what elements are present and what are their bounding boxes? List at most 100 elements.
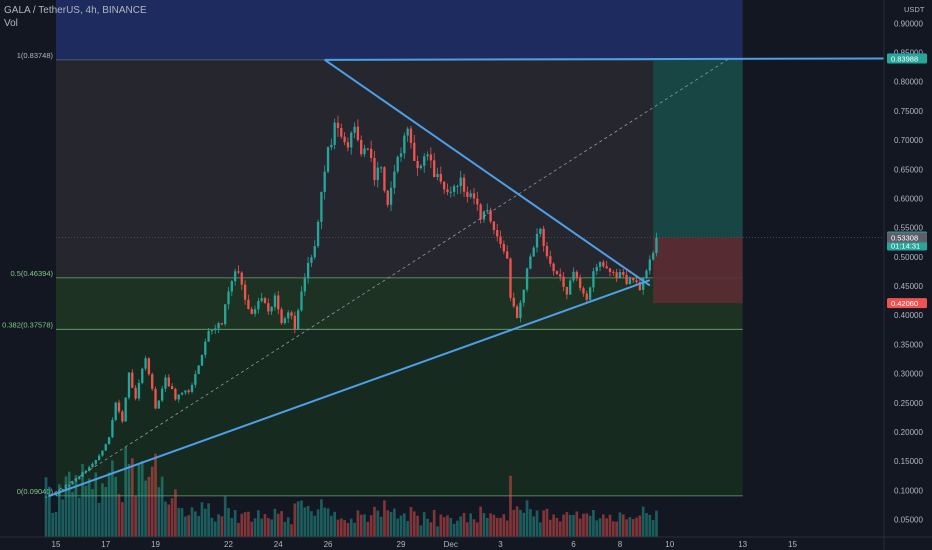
time-tick-label: 17 [101, 540, 110, 549]
volume-bar [293, 503, 297, 537]
time-tick-label: 15 [788, 540, 797, 549]
fib-level-label: 0.382(0.37578) [2, 320, 53, 329]
candle-body [426, 154, 429, 157]
volume-bar [466, 522, 469, 537]
candle-body [535, 233, 539, 248]
volume-bar [572, 514, 575, 537]
volume-bar [439, 514, 443, 537]
volume-bar [509, 475, 512, 537]
candle-body [280, 309, 283, 324]
volume-bar [64, 476, 68, 537]
time-tick-label: 19 [151, 540, 160, 549]
volume-bar [621, 514, 625, 537]
candle-body [124, 397, 127, 422]
volume-bar [499, 517, 502, 537]
candle-body [177, 394, 180, 400]
candle-body [141, 368, 144, 383]
volume-bar [194, 511, 197, 537]
candle-body [625, 274, 628, 285]
volume-indicator-label[interactable]: Vol [4, 18, 18, 29]
candle-body [552, 263, 555, 272]
volume-bar [243, 512, 247, 537]
volume-bar [247, 511, 250, 537]
volume-bar [266, 518, 270, 537]
candle-body [210, 330, 214, 332]
candle-body [71, 481, 74, 485]
volume-bar [44, 477, 48, 537]
volume-bar [389, 511, 393, 537]
volume-bar [260, 518, 264, 537]
candle-body [515, 306, 519, 319]
volume-bar [177, 507, 181, 537]
volume-bar [51, 512, 55, 537]
candle-body [588, 287, 592, 300]
candle-body [496, 230, 499, 237]
volume-bar [170, 498, 174, 537]
candle-body [456, 186, 459, 188]
candle-body [267, 303, 270, 312]
candle-body [101, 450, 104, 456]
symbol-title[interactable]: GALA / TetherUS, 4h, BINANCE [4, 5, 147, 16]
candle-body [137, 382, 141, 399]
price-tick-label: 0.30000 [894, 370, 923, 379]
candle-body [257, 301, 260, 310]
volume-bar [310, 511, 313, 537]
volume-bar [286, 517, 290, 537]
volume-bar [548, 519, 552, 537]
volume-bar [363, 514, 366, 537]
volume-bar [456, 520, 459, 537]
volume-bar [187, 515, 191, 537]
volume-bar [220, 516, 224, 537]
volume-bar [207, 503, 210, 537]
volume-bar [137, 463, 141, 537]
candle-body [539, 228, 542, 234]
volume-bar [290, 524, 293, 537]
candle-body [306, 262, 310, 279]
candle-body [54, 494, 58, 496]
price-label-text: 0.42060 [891, 299, 918, 308]
volume-bar [485, 517, 489, 537]
candle-body [360, 140, 363, 155]
volume-bar [545, 508, 549, 537]
volume-bar [84, 485, 88, 537]
candle-body [94, 460, 97, 464]
candle-body [409, 128, 413, 143]
volume-bar [333, 511, 336, 537]
volume-bar [618, 512, 622, 537]
candle-body [459, 177, 462, 187]
volume-bar [446, 515, 449, 537]
candle-body [293, 315, 297, 330]
volume-bar [369, 515, 373, 537]
time-tick-label: 24 [274, 540, 283, 549]
volume-bar [359, 514, 363, 537]
volume-bar [217, 514, 220, 537]
volume-bar [330, 515, 333, 537]
volume-bar [353, 522, 356, 537]
volume-bar [615, 521, 618, 537]
volume-bar [150, 466, 154, 537]
candle-body [190, 384, 194, 393]
top-fill-zone [56, 0, 743, 60]
candle-body [565, 286, 569, 295]
time-tick-label: 22 [224, 540, 233, 549]
candle-body [369, 148, 373, 158]
price-tick-label: 0.15000 [894, 457, 923, 466]
candle-body [260, 298, 263, 302]
volume-bar [552, 514, 555, 537]
price-tick-label: 0.05000 [894, 515, 923, 524]
volume-bar [233, 510, 237, 537]
volume-bar [111, 460, 114, 537]
candle-body [439, 173, 442, 182]
volume-bar [283, 521, 287, 537]
candle-body [127, 372, 131, 398]
volume-bar [575, 511, 579, 537]
candle-body [353, 126, 356, 133]
volume-bar [71, 492, 74, 537]
candle-body [250, 308, 253, 314]
candle-body [88, 467, 91, 471]
candle-body [243, 284, 247, 300]
candle-body [373, 157, 376, 181]
volume-bar [383, 500, 386, 537]
position-profit-zone [653, 58, 743, 238]
